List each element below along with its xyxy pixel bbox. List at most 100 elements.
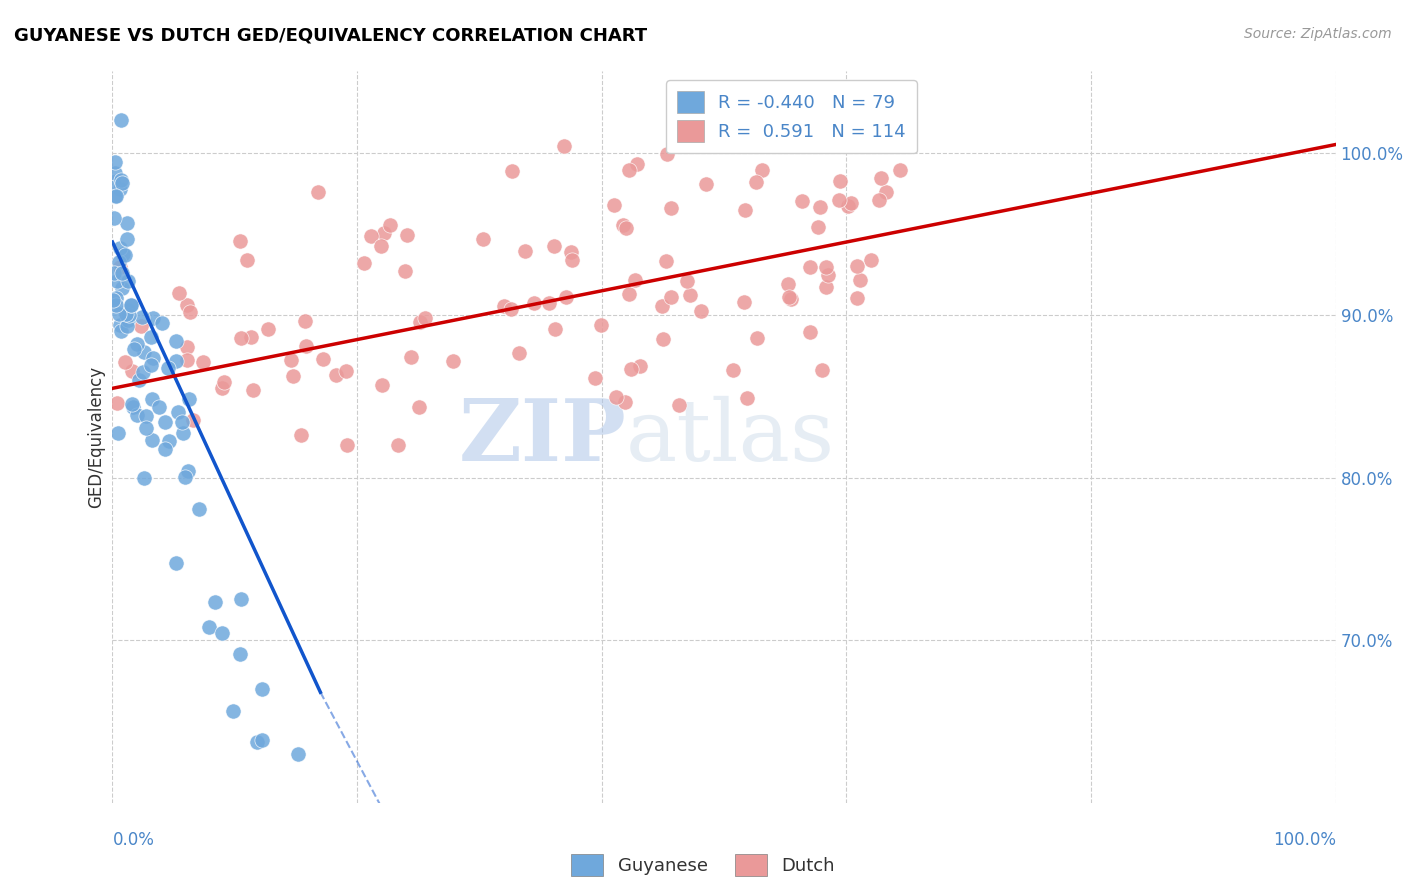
Point	[776, 277, 799, 291]
Point	[837, 199, 859, 213]
Point	[617, 286, 640, 301]
Point	[751, 163, 773, 178]
Point	[868, 193, 890, 207]
Point	[790, 194, 813, 208]
Point	[115, 308, 138, 322]
Point	[117, 318, 139, 333]
Point	[827, 193, 849, 207]
Point	[353, 255, 375, 269]
Point	[121, 297, 143, 311]
Point	[172, 426, 194, 441]
Point	[198, 620, 221, 634]
Point	[179, 305, 201, 319]
Point	[745, 331, 768, 345]
Point	[839, 196, 862, 211]
Point	[108, 318, 131, 332]
Point	[117, 312, 139, 326]
Point	[307, 185, 329, 199]
Legend: R = -0.440   N = 79, R =  0.591   N = 114: R = -0.440 N = 79, R = 0.591 N = 114	[666, 80, 917, 153]
Point	[554, 290, 576, 304]
Point	[105, 291, 128, 305]
Point	[108, 307, 131, 321]
Point	[120, 298, 142, 312]
Point	[170, 415, 193, 429]
Point	[221, 704, 243, 718]
Point	[605, 390, 627, 404]
Point	[211, 381, 233, 395]
Point	[626, 157, 648, 171]
Point	[651, 299, 673, 313]
Point	[121, 400, 143, 414]
Point	[889, 162, 911, 177]
Point	[157, 360, 180, 375]
Point	[810, 363, 832, 377]
Point	[875, 185, 897, 199]
Point	[115, 232, 138, 246]
Point	[121, 397, 143, 411]
Point	[153, 415, 176, 429]
Point	[141, 392, 163, 406]
Point	[659, 201, 682, 215]
Point	[408, 400, 430, 414]
Point	[135, 421, 157, 435]
Point	[312, 352, 335, 367]
Point	[150, 316, 173, 330]
Point	[236, 253, 259, 268]
Point	[778, 290, 800, 304]
Point	[395, 228, 418, 243]
Point	[290, 428, 312, 442]
Point	[153, 442, 176, 456]
Point	[624, 273, 647, 287]
Point	[110, 324, 132, 338]
Point	[177, 464, 200, 478]
Text: GUYANESE VS DUTCH GED/EQUIVALENCY CORRELATION CHART: GUYANESE VS DUTCH GED/EQUIVALENCY CORREL…	[14, 27, 647, 45]
Point	[870, 171, 893, 186]
Point	[413, 310, 436, 325]
Point	[553, 138, 575, 153]
Point	[252, 681, 274, 696]
Point	[409, 315, 432, 329]
Point	[620, 362, 643, 376]
Point	[287, 747, 309, 761]
Text: ZIP: ZIP	[458, 395, 626, 479]
Point	[173, 470, 195, 484]
Point	[543, 239, 565, 253]
Point	[523, 296, 546, 310]
Point	[280, 352, 302, 367]
Point	[501, 302, 523, 317]
Point	[104, 298, 127, 312]
Point	[614, 395, 637, 409]
Point	[177, 392, 200, 406]
Point	[513, 244, 536, 258]
Point	[176, 353, 198, 368]
Point	[561, 253, 583, 268]
Point	[125, 408, 148, 422]
Point	[471, 232, 494, 246]
Point	[360, 229, 382, 244]
Point	[256, 322, 278, 336]
Point	[107, 426, 129, 441]
Point	[394, 264, 416, 278]
Point	[157, 434, 180, 448]
Point	[108, 182, 131, 196]
Point	[129, 318, 152, 333]
Point	[494, 299, 516, 313]
Point	[537, 295, 560, 310]
Point	[849, 273, 872, 287]
Point	[619, 163, 641, 178]
Point	[373, 226, 395, 240]
Point	[103, 266, 125, 280]
Point	[105, 274, 128, 288]
Point	[817, 268, 839, 282]
Point	[325, 368, 347, 383]
Point	[111, 280, 134, 294]
Point	[135, 409, 157, 423]
Point	[103, 175, 125, 189]
Point	[142, 310, 165, 325]
Point	[141, 351, 163, 366]
Point	[141, 358, 163, 372]
Point	[690, 303, 713, 318]
Point	[335, 364, 357, 378]
Point	[165, 354, 187, 368]
Text: Source: ZipAtlas.com: Source: ZipAtlas.com	[1244, 27, 1392, 41]
